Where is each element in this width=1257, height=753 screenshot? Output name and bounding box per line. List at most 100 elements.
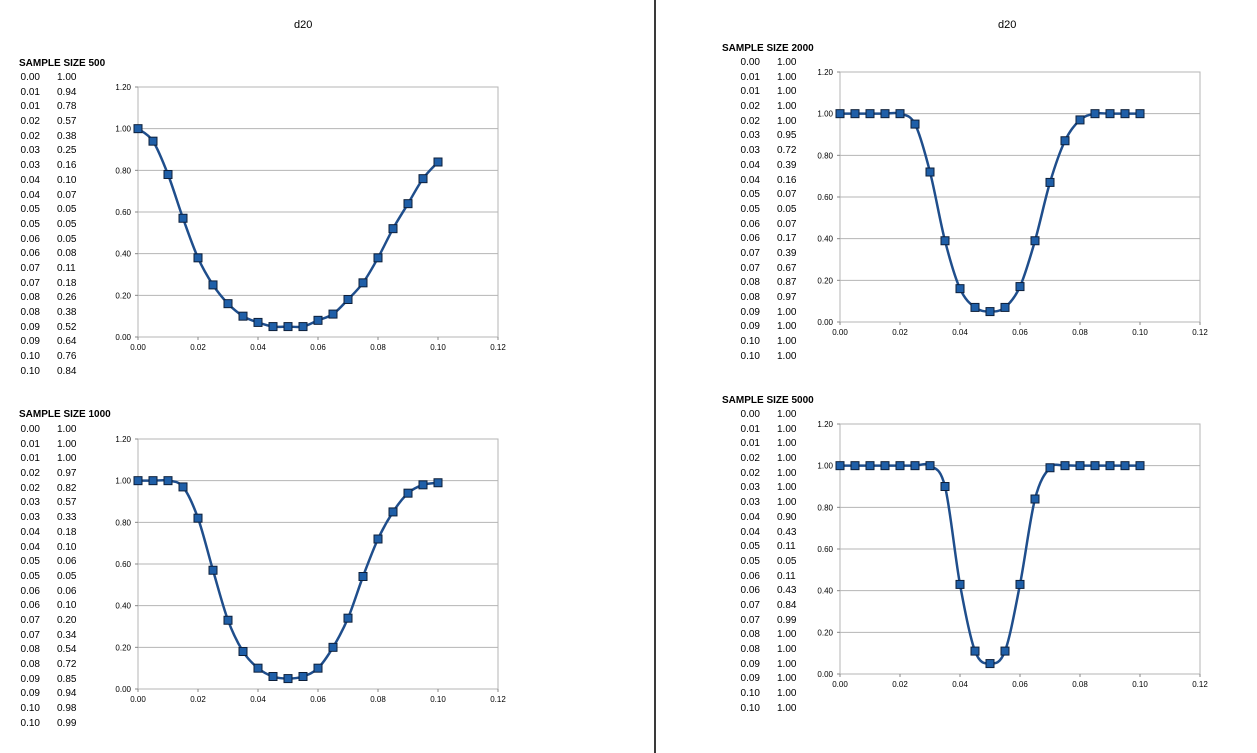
data-point-marker (388, 224, 398, 234)
table-y-value: 1.00 (777, 409, 797, 420)
table-y-value: 0.94 (57, 86, 77, 98)
data-point-marker (1120, 461, 1130, 471)
table-row: 0.10 1.00 (720, 335, 820, 350)
line-chart-5000: 0.00 0.20 0.40 0.60 0.80 1.00 1.20 0.00 0.02 0.04… (817, 420, 1208, 689)
table-row: 0.03 0.25 (0, 144, 100, 159)
data-point-marker (970, 646, 980, 656)
table-y-value: 1.00 (777, 86, 797, 98)
table-row: 0.08 0.38 (0, 306, 100, 321)
table-y-value: 1.00 (777, 336, 797, 348)
data-point-marker (223, 615, 233, 625)
table-y-value: 0.57 (57, 497, 77, 509)
table-y-value: 0.95 (777, 130, 797, 142)
table-row: 0.00 1.00 (720, 408, 820, 423)
y-tick-label: 0.20 (817, 628, 833, 637)
data-point-marker (985, 659, 995, 669)
y-tick-label: 0.00 (817, 670, 833, 679)
table-y-value: 1.00 (777, 57, 797, 68)
table-row: 0.07 0.84 (720, 599, 820, 614)
table-y-value: 1.00 (777, 482, 797, 494)
data-point-marker (238, 647, 248, 656)
table-y-value: 0.05 (57, 233, 77, 245)
data-point-marker (940, 482, 950, 491)
table-y-value: 0.05 (777, 555, 797, 567)
table-x-value: 0.06 (740, 218, 760, 230)
data-table-5000: 0.00 1.00 0.01 1.00 0.01 1.00 0.02 1.00 0.02 1.00… (720, 408, 820, 716)
y-tick-label: 1.00 (817, 110, 833, 119)
table-row: 0.05 0.05 (0, 218, 100, 233)
table-x-value: 0.07 (740, 614, 760, 626)
data-point-marker (835, 461, 845, 471)
data-point-marker (388, 507, 398, 517)
table-x-value: 0.05 (20, 570, 40, 582)
table-row: 0.01 1.00 (720, 71, 820, 86)
table-row: 0.04 0.39 (720, 159, 820, 174)
table-x-value: 0.05 (740, 203, 760, 215)
table-x-value: 0.05 (20, 204, 40, 216)
table-y-value: 0.11 (57, 262, 76, 274)
table-row: 0.07 0.67 (720, 262, 820, 277)
data-point-marker (148, 476, 158, 486)
table-x-value: 0.06 (20, 248, 40, 260)
x-tick-label: 0.06 (310, 343, 326, 352)
chart-title-500: SAMPLE SIZE 500 (19, 58, 106, 69)
table-row: 0.04 0.07 (0, 189, 100, 204)
table-y-value: 1.00 (57, 453, 77, 465)
table-y-value: 0.84 (777, 599, 797, 611)
table-row: 0.07 0.18 (0, 277, 100, 292)
line-chart-2000: 0.00 0.20 0.40 0.60 0.80 1.00 1.20 0.00 0.02 0.04… (817, 68, 1208, 337)
table-row: 0.02 1.00 (720, 115, 820, 130)
table-y-value: 0.76 (57, 351, 77, 363)
data-point-marker (1090, 461, 1100, 471)
table-x-value: 0.01 (20, 438, 40, 450)
table-x-value: 0.02 (740, 115, 760, 127)
table-x-value: 0.06 (20, 585, 40, 597)
y-tick-label: 0.80 (115, 166, 131, 175)
table-x-value: 0.08 (740, 629, 760, 641)
table-row: 0.01 1.00 (720, 437, 820, 452)
data-point-marker (343, 613, 353, 623)
table-y-value: 0.64 (57, 336, 77, 348)
data-table-1000: 0.00 1.00 0.01 1.00 0.01 1.00 0.02 0.97 0.02 0.82… (0, 423, 100, 731)
table-x-value: 0.00 (20, 72, 40, 83)
table-y-value: 0.94 (57, 688, 77, 700)
data-point-marker (1015, 579, 1025, 589)
data-point-marker (1045, 463, 1055, 473)
data-point-marker (178, 482, 188, 492)
table-y-value: 0.78 (57, 101, 77, 113)
data-point-marker (955, 284, 965, 294)
table-x-value: 0.07 (740, 599, 760, 611)
y-tick-label: 0.80 (817, 503, 833, 512)
table-x-value: 0.05 (740, 189, 760, 201)
table-row: 0.08 0.87 (720, 276, 820, 291)
table-x-value: 0.05 (740, 555, 760, 567)
table-x-value: 0.01 (20, 86, 40, 98)
data-point-marker (970, 302, 980, 312)
data-point-marker (850, 461, 860, 471)
x-tick-label: 0.08 (370, 695, 386, 704)
data-point-marker (403, 199, 413, 209)
data-point-marker (850, 109, 860, 119)
table-y-value: 1.00 (777, 306, 797, 318)
y-tick-label: 1.00 (817, 462, 833, 471)
table-x-value: 0.07 (20, 277, 40, 289)
x-tick-label: 0.12 (490, 695, 506, 704)
left-panel-title: d20 (294, 19, 313, 31)
table-row: 0.01 0.78 (0, 100, 100, 115)
table-y-value: 1.00 (777, 350, 797, 362)
table-x-value: 0.04 (740, 526, 760, 538)
x-tick-label: 0.02 (892, 680, 908, 689)
table-row: 0.05 0.05 (720, 203, 820, 218)
data-point-marker (418, 480, 428, 490)
table-y-value: 0.10 (57, 600, 77, 612)
data-point-marker (880, 461, 890, 471)
table-row: 0.10 1.00 (720, 350, 820, 365)
table-row: 0.03 0.33 (0, 511, 100, 526)
table-row: 0.00 1.00 (0, 71, 100, 86)
table-row: 0.00 1.00 (0, 423, 100, 438)
data-point-marker (238, 311, 248, 321)
table-x-value: 0.02 (20, 116, 40, 128)
x-tick-label: 0.08 (370, 343, 386, 352)
table-y-value: 0.17 (777, 233, 797, 245)
table-y-value: 0.52 (57, 321, 77, 333)
